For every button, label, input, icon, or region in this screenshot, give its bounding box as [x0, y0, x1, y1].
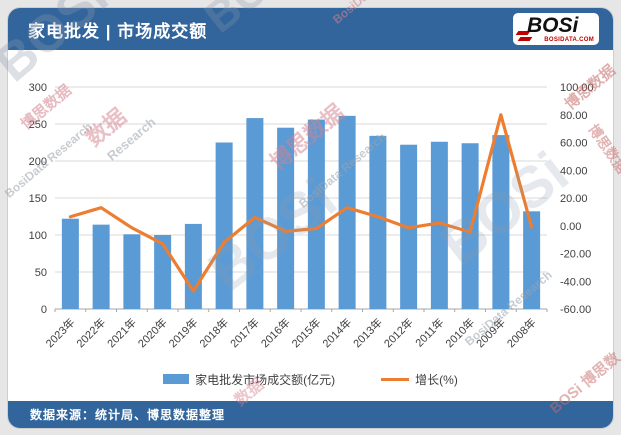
left-axis-tick-label: 300 — [29, 82, 47, 94]
page-title: 家电批发 | 市场成交额 — [28, 21, 208, 41]
x-axis-label: 2018年 — [196, 315, 231, 350]
right-axis-tick-label: 100.00 — [560, 82, 594, 94]
x-axis-label: 2015年 — [289, 315, 324, 350]
bar-2023年 — [61, 218, 79, 309]
bar-2008年 — [523, 211, 541, 309]
right-axis-tick-label: 20.00 — [560, 193, 588, 205]
bar-2018年 — [215, 142, 233, 309]
logo-wordmark: BOSi — [527, 14, 579, 37]
x-axis-label: 2011年 — [412, 315, 446, 349]
right-axis-tick-label: 80.00 — [560, 110, 588, 122]
chart-panel: 0 50 100 150 200 250 300 -60.00 -40.00 -20.00 0.00… — [8, 50, 613, 401]
bar-2016年 — [277, 127, 295, 309]
x-axis-label: 2023年 — [43, 315, 78, 350]
report-card: 家电批发 | 市场成交额 BOSi BOSIDATA.COM 0 50 100 150… — [8, 8, 613, 428]
left-axis-tick-label: 50 — [35, 267, 47, 279]
legend-item-line: 增长(%) — [381, 371, 458, 388]
left-axis-tick-label: 250 — [29, 119, 47, 131]
x-axis-label: 2019年 — [166, 315, 201, 350]
legend-bar-label: 家电批发市场成交额(亿元) — [195, 372, 336, 387]
x-axis-label: 2008年 — [504, 315, 539, 350]
x-axis-label: 2016年 — [258, 315, 293, 350]
footer-bar: 数据来源：统计局、博思数据整理 — [8, 401, 613, 428]
x-axis-label: 2020年 — [135, 315, 170, 350]
data-source-label: 数据来源：统计局、博思数据整理 — [30, 408, 226, 422]
header-bar: 家电批发 | 市场成交额 BOSi BOSIDATA.COM — [8, 8, 613, 50]
bar-2011年 — [430, 141, 448, 309]
right-axis-tick-label: 60.00 — [560, 138, 588, 150]
bar-2009年 — [492, 135, 510, 309]
bar-2021年 — [123, 234, 141, 309]
x-axis-label: 2021年 — [104, 315, 139, 350]
right-axis-tick-label: 40.00 — [560, 165, 588, 177]
bar-2019年 — [184, 223, 202, 309]
left-axis-tick-label: 0 — [41, 304, 47, 316]
bar-2020年 — [154, 235, 172, 309]
left-axis-tick-label: 100 — [29, 230, 47, 242]
logo-domain-label: BOSIDATA.COM — [544, 37, 594, 43]
legend-line-label: 增长(%) — [415, 372, 458, 387]
legend-bar-swatch — [163, 374, 190, 384]
left-axis-tick-label: 200 — [29, 156, 47, 168]
bar-2014年 — [338, 115, 356, 309]
x-axis-label: 2014年 — [319, 315, 354, 350]
growth-line — [68, 113, 534, 293]
bar-2015年 — [307, 119, 325, 309]
x-axis-label: 2009年 — [473, 315, 508, 350]
x-axis-label: 2022年 — [73, 315, 108, 350]
left-axis-tick-label: 150 — [29, 193, 47, 205]
legend-line-swatch — [381, 377, 410, 381]
chart-legend: 家电批发市场成交额(亿元) 增长(%) — [8, 366, 613, 392]
x-axis-label: 2012年 — [381, 315, 416, 350]
chart-canvas: 0 50 100 150 200 250 300 -60.00 -40.00 -20.00 0.00… — [29, 82, 594, 350]
bar-2013年 — [369, 135, 387, 309]
bosi-logo: BOSi BOSIDATA.COM — [513, 13, 599, 45]
x-axis-label: 2013年 — [350, 315, 385, 350]
bar-2022年 — [92, 224, 110, 309]
right-axis-tick-label: 0.00 — [560, 221, 581, 233]
x-axis-label: 2017年 — [227, 315, 262, 350]
x-axis-label: 2010年 — [442, 315, 477, 350]
right-axis-tick-label: -60.00 — [560, 304, 591, 316]
bar-2017年 — [246, 118, 264, 309]
right-axis-tick-label: -20.00 — [560, 249, 591, 261]
legend-item-bar: 家电批发市场成交额(亿元) — [163, 371, 335, 388]
right-axis-tick-label: -40.00 — [560, 276, 591, 288]
